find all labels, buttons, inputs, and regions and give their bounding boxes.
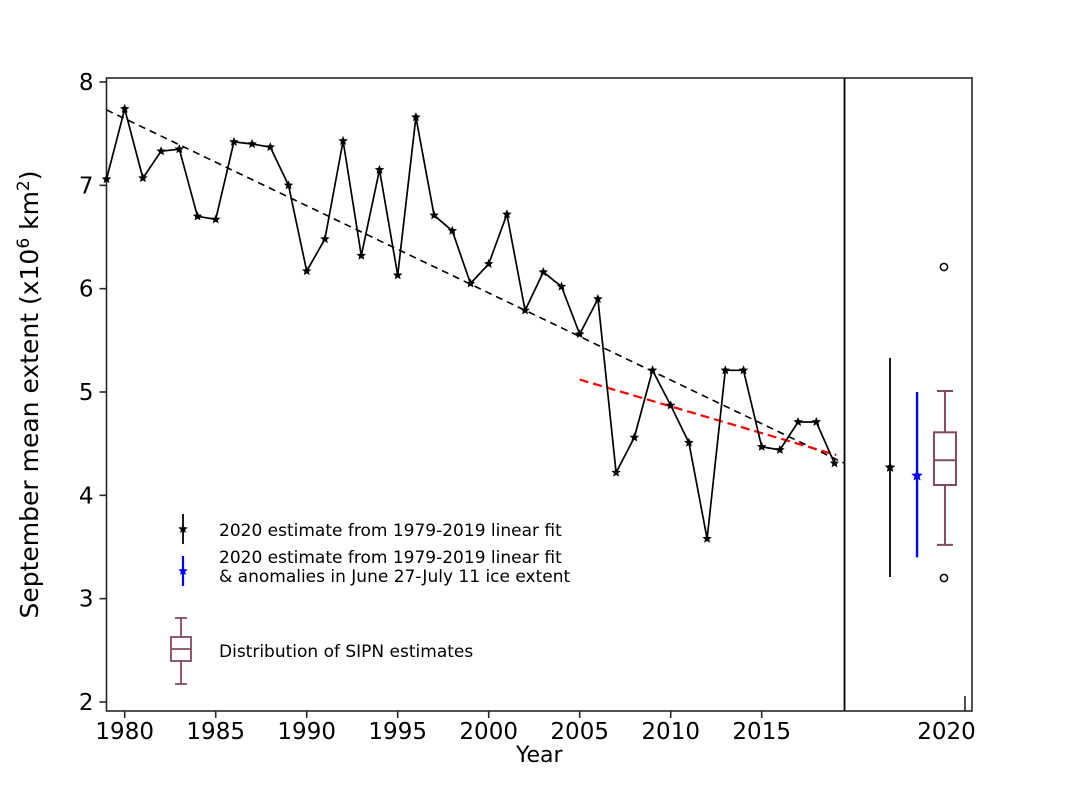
data-point-star-1996 [411,112,421,122]
x-tick-label: 1990 [277,719,336,745]
data-point-star-2005 [574,329,585,339]
y-tick-label: 2 [79,690,94,716]
data-point-star-2007 [611,467,621,477]
data-point-star-1994 [374,164,385,174]
y-tick-label: 3 [79,587,94,613]
data-point-star-2002 [520,305,530,315]
data-point-star-1980 [119,103,130,113]
data-point-star-2012 [702,533,712,543]
data-point-star-1983 [174,144,185,154]
x-tick-label-2020: 2020 [917,719,976,745]
data-point-star-1992 [338,135,348,145]
legend-label: 2020 estimate from 1979-2019 linear fit [219,521,562,541]
data-point-star-1991 [320,234,330,244]
data-point-star-2016 [775,444,785,454]
x-tick-label: 2015 [732,719,791,745]
data-point-star-2017 [793,416,803,427]
y-tick-label: 7 [79,173,94,199]
trend-line-linear-fit [106,109,845,465]
data-point-star-1984 [192,211,203,221]
data-point-star-1995 [392,270,403,280]
data-point-star-1979 [101,174,112,184]
legend-star-icon [178,566,188,576]
legend-label: Distribution of SIPN estimates [219,642,473,662]
data-point-star-1985 [210,214,221,224]
y-axis-label: September mean extent (x106 km2) [14,170,44,618]
data-point-star-2003 [538,267,549,277]
data-point-star-1987 [247,139,257,149]
x-axis-label: Year [515,743,564,768]
x-tick-label: 2010 [641,719,700,745]
data-point-star-2004 [556,281,567,291]
data-point-star-2000 [483,258,494,268]
estimate-star-marker [884,461,896,472]
legend-item-2: Distribution of SIPN estimates [170,617,473,685]
x-tick-label: 1995 [368,719,427,745]
y-tick-label: 4 [79,483,94,509]
y-tick-label: 8 [79,70,94,96]
legend-label: 2020 estimate from 1979-2019 linear fit [219,548,562,568]
data-point-star-2018 [811,416,822,427]
x-tick-label: 2005 [550,719,609,745]
legend-item-1: 2020 estimate from 1979-2019 linear fit&… [178,548,570,587]
legend-label: & anomalies in June 27-July 11 ice exten… [219,567,570,587]
data-point-star-1999 [465,278,476,288]
y-tick-label: 5 [79,380,94,406]
plot-box [105,77,973,712]
legend-item-0: 2020 estimate from 1979-2019 linear fit [178,514,562,544]
data-point-star-1981 [138,173,148,183]
y-tick-label: 6 [79,277,94,303]
legend-star-icon [178,524,188,534]
data-point-star-1989 [283,180,294,190]
data-point-star-2001 [502,209,512,219]
data-point-star-1997 [429,210,439,220]
boxplot-box [932,431,957,486]
data-point-star-1988 [265,142,276,152]
data-point-star-2009 [647,365,658,375]
data-point-star-2019 [829,458,840,468]
data-point-star-1998 [447,225,458,235]
data-point-star-2015 [756,441,767,451]
data-point-star-1993 [356,250,367,260]
data-point-star-2013 [720,365,731,375]
x-tick-label: 1985 [186,719,245,745]
x-tick-label: 2000 [459,719,518,745]
data-point-star-2011 [684,437,694,447]
estimate-star-marker [911,469,923,481]
data-point-star-2010 [665,400,676,410]
data-point-star-2008 [629,432,640,442]
data-point-star-1986 [229,136,239,146]
data-point-star-1990 [301,266,312,276]
data-point-star-1982 [156,146,166,156]
trend-line-recent-fit [579,378,837,457]
boxplot-outlier-circle [939,573,949,583]
boxplot-outlier-circle [939,262,949,272]
data-point-star-2014 [738,365,749,375]
x-tick-label: 1980 [95,719,154,745]
data-point-star-2006 [593,294,603,304]
